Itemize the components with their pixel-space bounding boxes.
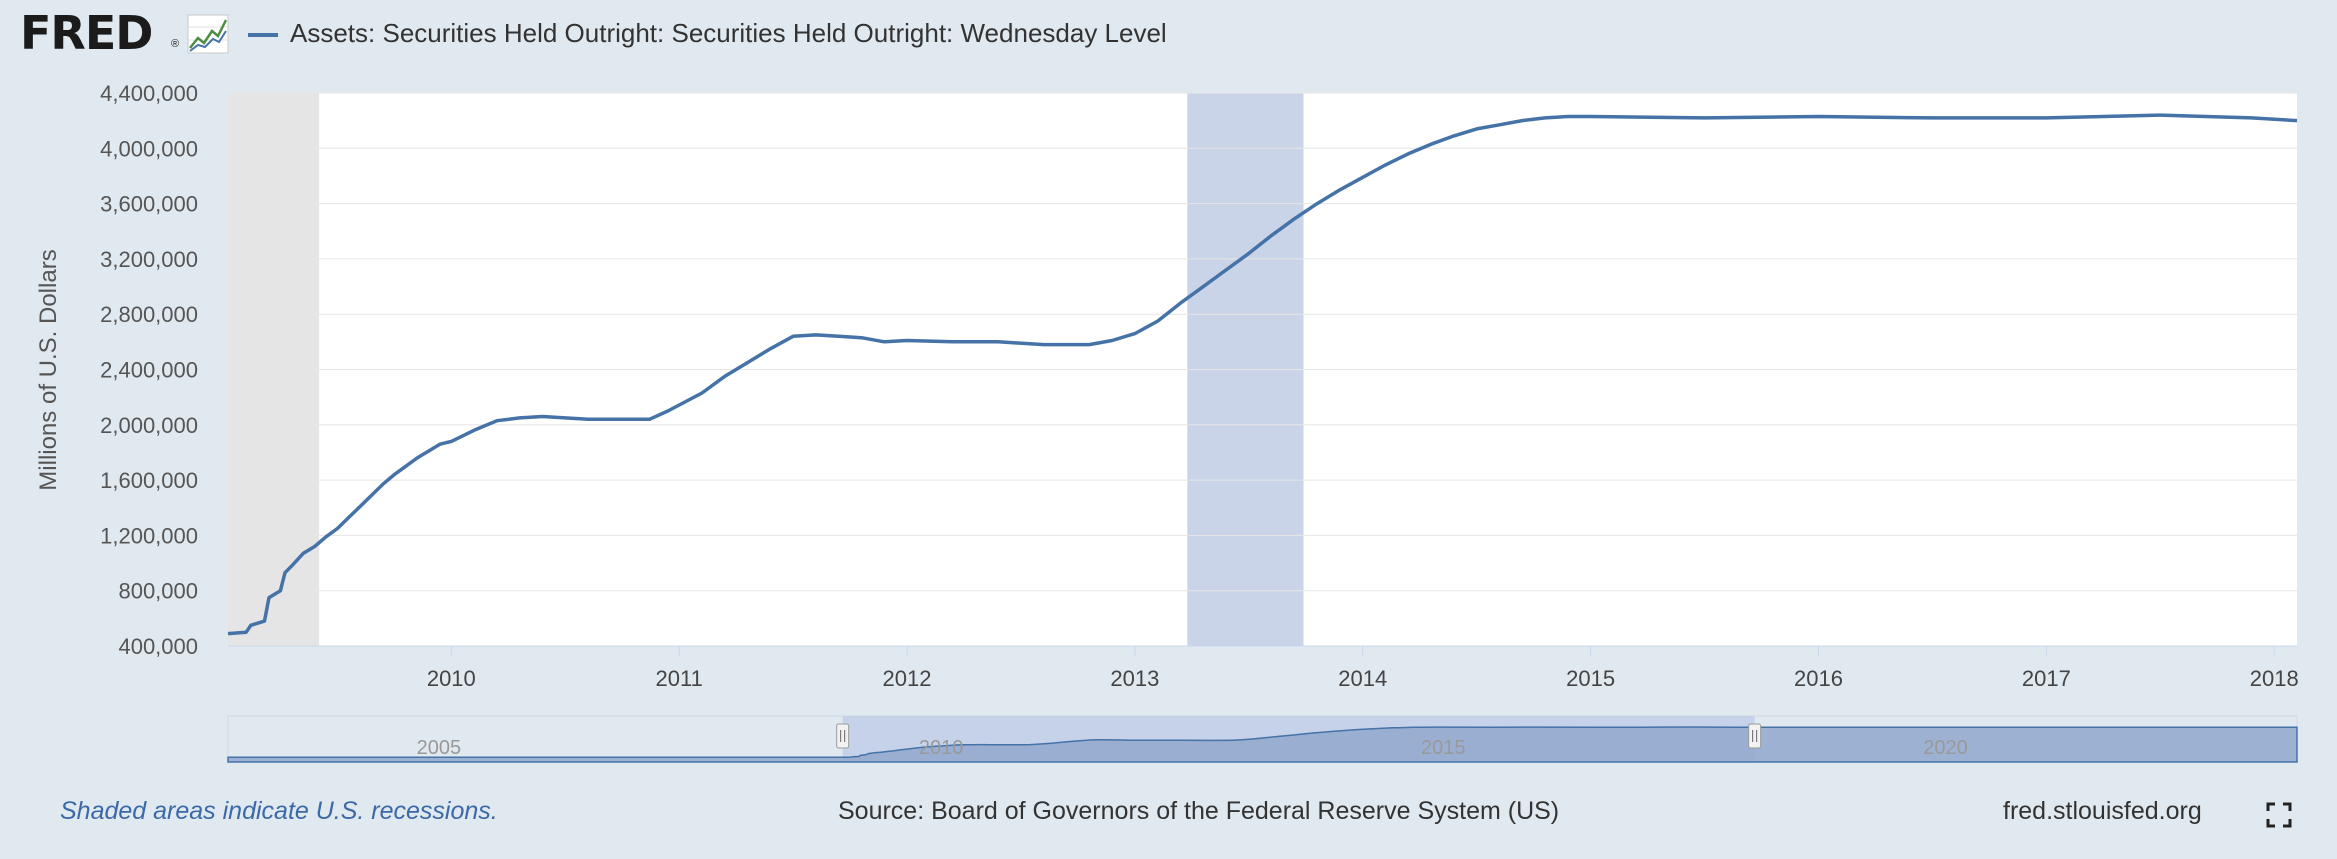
x-tick-label: 2013	[1110, 666, 1159, 691]
y-tick-label: 1,200,000	[100, 523, 198, 548]
y-tick-label: 800,000	[118, 579, 198, 604]
fullscreen-icon[interactable]	[2266, 802, 2292, 828]
series-line[interactable]	[227, 113, 2298, 636]
y-tick-label: 1,600,000	[100, 468, 198, 493]
x-tick-label: 2018	[2250, 666, 2299, 691]
source-text: Source: Board of Governors of the Federa…	[838, 797, 1560, 825]
navigator-tick-label: 2015	[1421, 737, 1466, 759]
y-tick-label: 4,000,000	[100, 136, 198, 161]
y-tick-label: 400,000	[118, 634, 198, 659]
legend-line-swatch	[248, 33, 278, 37]
x-tick-label: 2016	[1794, 666, 1843, 691]
x-tick-label: 2011	[656, 666, 703, 691]
navigator-series	[227, 726, 2298, 763]
x-tick-label: 2014	[1338, 666, 1387, 691]
navigator-tick-label: 2020	[1923, 737, 1968, 759]
y-axis-label: Millions of U.S. Dollars	[35, 249, 62, 490]
navigator-handle-right[interactable]	[1748, 723, 1762, 749]
x-tick-label: 2015	[1566, 666, 1615, 691]
y-tick-label: 3,600,000	[100, 192, 198, 217]
navigator-tick-label: 2010	[919, 737, 964, 759]
y-tick-label: 2,000,000	[100, 413, 198, 438]
fred-graph-icon	[187, 14, 229, 54]
y-tick-label: 3,200,000	[100, 247, 198, 272]
recession-note: Shaded areas indicate U.S. recessions.	[60, 797, 498, 825]
y-tick-label: 2,400,000	[100, 358, 198, 383]
navigator-tick-label: 2005	[417, 737, 462, 759]
x-tick-label: 2010	[427, 666, 476, 691]
y-tick-label: 4,400,000	[100, 81, 198, 106]
site-link[interactable]: fred.stlouisfed.org	[2003, 797, 2202, 825]
legend-series-title[interactable]: Assets: Securities Held Outright: Securi…	[290, 18, 1167, 48]
chart-svg: Millions of U.S. Dollars 400,000 800,000 1…	[35, 81, 2299, 763]
x-tick-label: 2017	[2022, 666, 2071, 691]
registered-mark: ®	[171, 38, 180, 50]
navigator-handle-left[interactable]	[836, 723, 850, 749]
fred-logo[interactable]: FRED	[20, 6, 153, 60]
y-tick-label: 2,800,000	[100, 302, 198, 327]
x-tick-label: 2012	[883, 666, 932, 691]
